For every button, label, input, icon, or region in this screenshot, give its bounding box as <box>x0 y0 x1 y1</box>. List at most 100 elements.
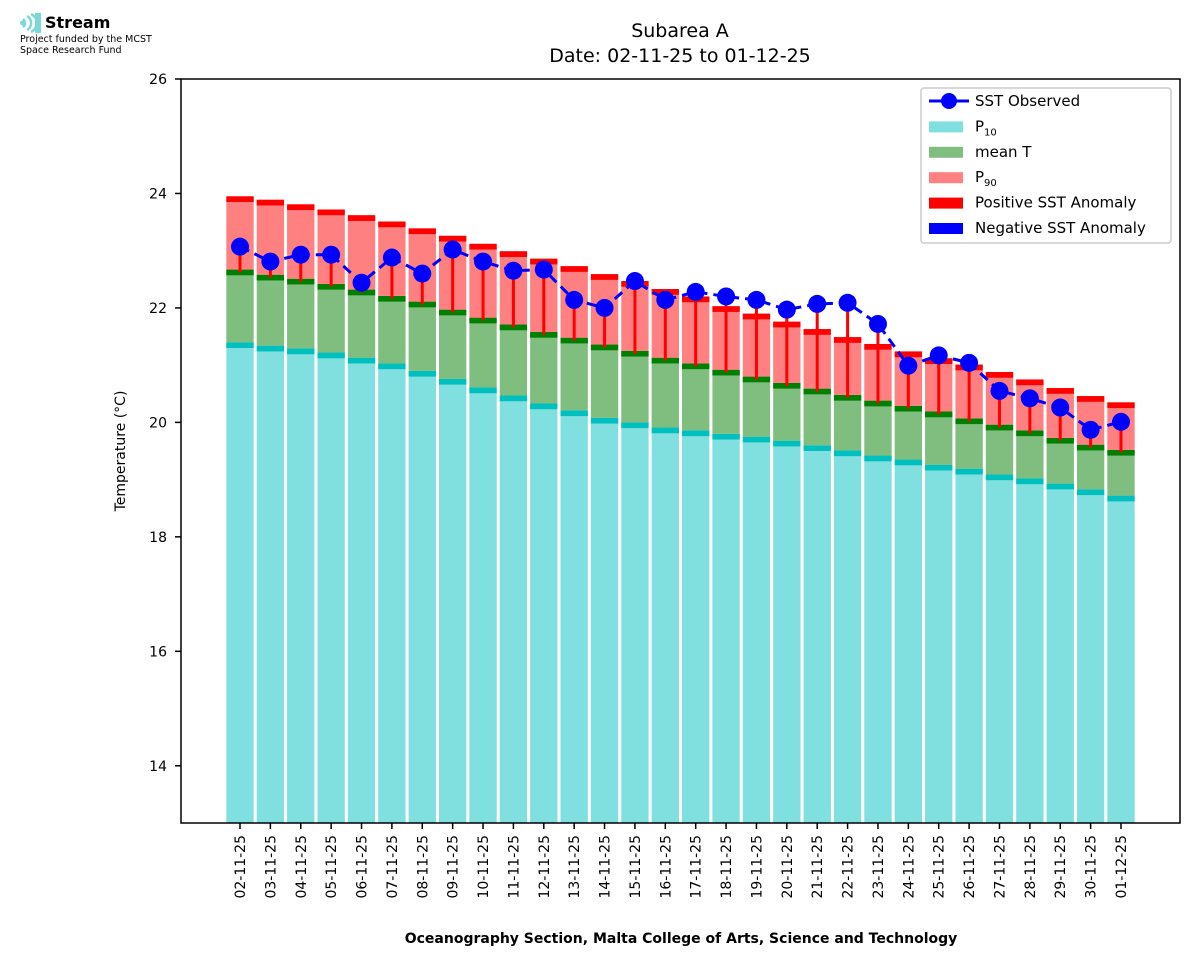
p90-cap <box>1107 402 1135 409</box>
x-tick-label: 21-11-25 <box>810 835 826 899</box>
sst-observed-point <box>291 245 310 264</box>
x-tick-label: 12-11-25 <box>537 835 553 899</box>
sst-observed-point <box>990 381 1009 400</box>
bar-group <box>590 274 619 823</box>
mean-bar <box>1107 449 1135 496</box>
p10-bar <box>894 459 923 823</box>
p10-cap <box>499 395 528 402</box>
mean-bar <box>803 388 831 446</box>
p10-bar <box>1046 483 1074 823</box>
bar-group <box>378 221 406 823</box>
p10-cap <box>1107 495 1135 502</box>
x-tick-label: 13-11-25 <box>567 835 583 899</box>
bar-group <box>317 209 345 823</box>
y-tick-label: 16 <box>149 644 167 660</box>
plot-area <box>180 78 1181 824</box>
logo-brand: Stream <box>20 12 152 34</box>
logo-name: Stream <box>45 13 111 32</box>
p10-bar <box>469 387 497 823</box>
legend-label-subscript: 10 <box>984 127 997 138</box>
legend-label-subscript: 90 <box>984 178 997 189</box>
bar-group <box>1016 379 1044 823</box>
x-tick-label: 14-11-25 <box>598 835 614 899</box>
y-tick-label: 20 <box>149 415 167 431</box>
y-tick-label: 18 <box>149 530 167 546</box>
p10-bar <box>833 450 862 823</box>
sst-observed-point <box>1051 398 1070 417</box>
p10-cap <box>226 342 254 348</box>
sst-observed-point <box>261 252 280 271</box>
p10-bar <box>317 352 345 823</box>
bar-group <box>408 228 436 823</box>
p90-cap <box>499 251 528 257</box>
mean-bar <box>985 424 1014 475</box>
bar-group <box>803 303 831 823</box>
bar-group <box>682 291 710 823</box>
bar-group <box>985 372 1014 823</box>
p10-bar <box>742 436 771 823</box>
p10-bar <box>590 417 619 823</box>
y-tick-label: 22 <box>149 301 167 317</box>
sst-observed-point <box>382 248 401 267</box>
funding-line-1: Project funded by the MCST <box>20 34 152 45</box>
bar-group <box>712 296 740 823</box>
x-tick-label: 30-11-25 <box>1084 835 1100 899</box>
bar-group <box>469 243 497 823</box>
p10-cap <box>317 352 345 359</box>
p10-cap <box>894 459 923 466</box>
p10-bar <box>530 403 558 823</box>
sst-observed-point <box>443 240 462 259</box>
sst-observed-point <box>413 264 432 283</box>
x-tick-label: 01-12-25 <box>1114 835 1130 899</box>
p10-cap <box>985 474 1014 481</box>
p10-bar <box>682 430 710 823</box>
bar-group <box>1076 396 1105 823</box>
p90-cap <box>438 235 467 242</box>
x-tick-label: 06-11-25 <box>355 835 371 899</box>
p10-cap <box>560 410 588 417</box>
sst-observed-point <box>929 346 948 365</box>
p90-cap <box>256 199 285 206</box>
p10-cap <box>712 433 740 440</box>
p10-cap <box>1076 489 1105 496</box>
p10-bar <box>925 464 953 823</box>
bar-group <box>1046 388 1074 823</box>
p10-cap <box>438 378 467 385</box>
p10-cap <box>256 345 285 352</box>
p10-bar <box>226 342 254 823</box>
bar-group <box>226 196 254 823</box>
p10-bar <box>408 370 436 823</box>
bar-group <box>256 199 285 823</box>
y-tick-label: 26 <box>149 72 167 88</box>
bar-group <box>833 302 862 823</box>
x-tick-label: 10-11-25 <box>476 835 492 899</box>
p10-cap <box>287 348 315 355</box>
x-tick-label: 02-11-25 <box>233 835 249 899</box>
x-tick-label: 15-11-25 <box>628 835 644 899</box>
p90-cap <box>317 209 345 216</box>
p10-bar <box>1076 489 1105 823</box>
y-tick-label: 14 <box>149 759 167 775</box>
mean-bar <box>1046 437 1074 484</box>
p90-cap <box>894 351 923 358</box>
bar-group <box>742 299 771 823</box>
mean-bar <box>530 331 558 404</box>
p10-bar <box>773 440 801 823</box>
bar-group <box>499 251 528 823</box>
p90-cap <box>1016 379 1044 386</box>
mean-bar <box>833 394 862 451</box>
sst-observed-point <box>474 252 493 271</box>
p10-bar <box>803 445 831 823</box>
p10-cap <box>1016 478 1044 485</box>
sst-observed-point <box>686 282 705 301</box>
x-tick-label: 19-11-25 <box>749 835 765 899</box>
legend-item: mean T <box>929 143 1032 161</box>
legend-label: mean T <box>975 143 1032 161</box>
mean-bar <box>651 357 679 428</box>
bar-group <box>621 281 649 823</box>
p10-cap <box>682 430 710 437</box>
stream-waves-icon <box>20 12 41 34</box>
sst-observed-point <box>1081 420 1100 439</box>
mean-bar <box>408 301 436 371</box>
